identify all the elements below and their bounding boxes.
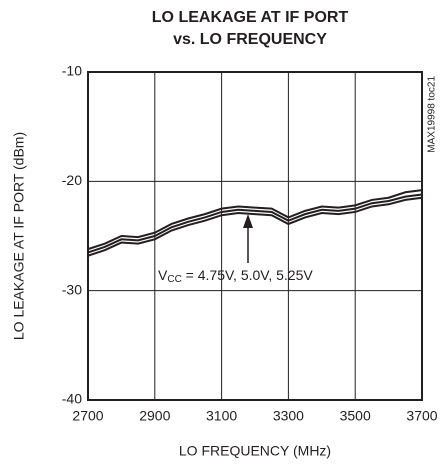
- chart-title: LO LEAKAGE AT IF PORT: [152, 9, 349, 26]
- y-tick-label: -20: [62, 172, 82, 188]
- x-tick-label: 2900: [139, 408, 170, 424]
- side-note: MAX19998 toc21: [427, 76, 438, 153]
- y-tick-label: -10: [62, 63, 82, 79]
- data-line: [87, 189, 423, 251]
- x-tick-label: 3100: [206, 408, 237, 424]
- x-tick-label: 3700: [406, 408, 437, 424]
- y-axis-label: LO LEAKAGE AT IF PORT (dBm): [11, 132, 27, 340]
- x-axis-label: LO FREQUENCY (MHz): [179, 443, 331, 459]
- annotation-part: CC: [167, 274, 181, 285]
- annotation-part: = 4.75V, 5.0V, 5.25V: [182, 267, 314, 283]
- chart-title: vs. LO FREQUENCY: [173, 31, 327, 48]
- y-tick-label: -30: [62, 281, 82, 297]
- annotation-part: V: [158, 267, 168, 283]
- data-line: [87, 196, 423, 257]
- x-tick-label: 3500: [340, 408, 371, 424]
- plot-frame: [87, 71, 423, 401]
- x-tick-label: 2700: [72, 408, 103, 424]
- annotation: VCC = 4.75V, 5.0V, 5.25V: [158, 267, 313, 285]
- x-tick-label: 3300: [273, 408, 304, 424]
- data-line: [87, 193, 423, 254]
- arrow-head: [243, 214, 253, 228]
- y-tick-label: -40: [62, 391, 82, 407]
